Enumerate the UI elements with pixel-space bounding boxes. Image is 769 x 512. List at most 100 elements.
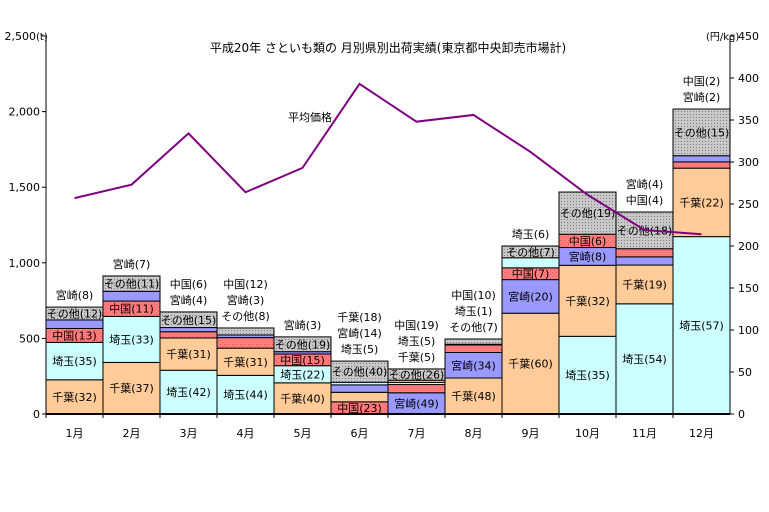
x-tick-label: 10月: [575, 427, 600, 440]
segment-label: その他(7): [449, 321, 498, 334]
segment-label: 宮崎(2): [683, 90, 721, 104]
bar-segment: [102, 275, 161, 292]
bar-segment: [273, 382, 332, 415]
bar-segment: [501, 279, 560, 314]
y-tick-label: 1,500: [9, 181, 41, 194]
segment-label: その他(26): [389, 369, 445, 382]
segment-label: 宮崎(8): [56, 288, 94, 302]
y2-tick-label: 300: [738, 156, 759, 169]
segment-label: 千葉(18): [337, 310, 382, 324]
bar-segment: [45, 319, 104, 329]
segment-label: 千葉(31): [223, 355, 268, 369]
segment-label: 宮崎(14): [337, 326, 382, 340]
price-line: [74, 82, 702, 236]
segment-label: その他(8): [221, 310, 270, 323]
bar-segment: [102, 361, 161, 415]
segment-label: 千葉(48): [451, 389, 496, 403]
y2-tick-label: 50: [738, 366, 752, 379]
segment-label: 埼玉(44): [223, 388, 268, 402]
segment-label: 千葉(60): [508, 357, 553, 371]
segment-label: その他(15): [674, 126, 730, 139]
segment-label: 千葉(22): [679, 195, 724, 209]
x-tick-label: 7月: [408, 427, 426, 440]
y-tick-label: 2,500: [5, 30, 37, 43]
bar-segment: [444, 377, 503, 415]
bar-segment: [501, 257, 560, 269]
x-tick-label: 6月: [351, 427, 369, 440]
bar-segment: [672, 108, 731, 157]
segment-label: 中国(12): [223, 278, 268, 291]
x-tick-label: 11月: [632, 427, 657, 440]
x-tick-label: 9月: [522, 427, 540, 440]
bar-segment: [444, 344, 503, 354]
segment-label: その他(19): [560, 207, 616, 220]
segment-label: 中国(15): [280, 354, 325, 367]
y2-tick-label: 450: [738, 30, 759, 43]
y2-axis-unit: (円/kg): [706, 32, 739, 43]
y-tick-label: 2,000: [9, 106, 41, 119]
segment-label: その他(15): [161, 314, 217, 327]
segment-label: 中国(6): [569, 235, 607, 248]
y2-tick-label: 400: [738, 72, 759, 85]
segment-label: 中国(11): [109, 303, 154, 316]
bar-segment: [672, 155, 731, 163]
bar-segment: [615, 303, 674, 415]
bar-segment: [615, 256, 674, 266]
segment-label: 中国(23): [337, 402, 382, 415]
bar-segment: [330, 384, 389, 393]
bar-segment: [159, 311, 218, 329]
y-tick-label: 1,000: [9, 257, 41, 270]
segment-label: 中国(4): [626, 194, 664, 207]
x-tick-label: 5月: [294, 427, 312, 440]
segment-label: その他(11): [104, 278, 160, 291]
y2-tick-label: 150: [738, 282, 759, 295]
segment-label: その他(40): [332, 366, 388, 379]
bar-segment: [558, 191, 617, 235]
segment-label: 埼玉(1): [455, 304, 493, 318]
bar-segment: [387, 384, 446, 394]
segment-label: 千葉(37): [109, 381, 154, 395]
chart-title: 平成20年 さといも類の 月別県別出荷実績(東京都中央卸売市場計): [210, 40, 566, 55]
segment-label: 千葉(5): [398, 350, 436, 364]
x-tick-label: 12月: [689, 427, 714, 440]
bar-segment: [444, 338, 503, 345]
bar-segment: [615, 264, 674, 305]
segment-label: 埼玉(5): [398, 334, 436, 348]
segment-label: 宮崎(49): [394, 396, 439, 410]
x-tick-label: 8月: [465, 427, 483, 440]
segment-label: 埼玉(22): [280, 367, 325, 381]
y-tick-label: 500: [19, 332, 40, 345]
y2-tick-label: 350: [738, 114, 759, 127]
bar-segment: [330, 391, 389, 403]
segment-label: 埼玉(57): [679, 318, 724, 332]
segment-label: 埼玉(33): [109, 332, 154, 346]
price-line-label: 平均価格: [288, 110, 332, 124]
segment-label: 中国(19): [394, 319, 439, 332]
segment-label: 宮崎(34): [451, 358, 496, 372]
bar-segment: [615, 248, 674, 258]
x-tick-label: 4月: [237, 427, 255, 440]
segment-label: 千葉(19): [622, 277, 667, 291]
segment-label: 宮崎(20): [508, 289, 553, 303]
segment-label: 中国(10): [451, 289, 496, 302]
x-tick-label: 1月: [66, 427, 84, 440]
segment-label: 埼玉(6): [512, 227, 550, 241]
segment-label: 千葉(32): [52, 390, 97, 404]
segment-label: 千葉(40): [280, 391, 325, 405]
bar-segment: [558, 335, 617, 415]
segment-label: 埼玉(42): [166, 385, 211, 399]
segment-label: 埼玉(5): [341, 342, 379, 356]
bar-segment: [159, 327, 218, 333]
y2-tick-label: 250: [738, 198, 759, 211]
segment-label: 宮崎(4): [626, 177, 664, 191]
segment-label: 宮崎(3): [227, 293, 265, 307]
segment-label: その他(12): [47, 308, 103, 321]
segment-label: 中国(13): [52, 329, 97, 342]
x-tick-label: 3月: [180, 427, 198, 440]
segment-label: 宮崎(8): [569, 249, 607, 263]
segment-label: 千葉(31): [166, 347, 211, 361]
y-tick-label: 0: [33, 408, 40, 421]
y-axis-unit: (t): [36, 32, 48, 43]
y2-tick-label: 100: [738, 324, 759, 337]
